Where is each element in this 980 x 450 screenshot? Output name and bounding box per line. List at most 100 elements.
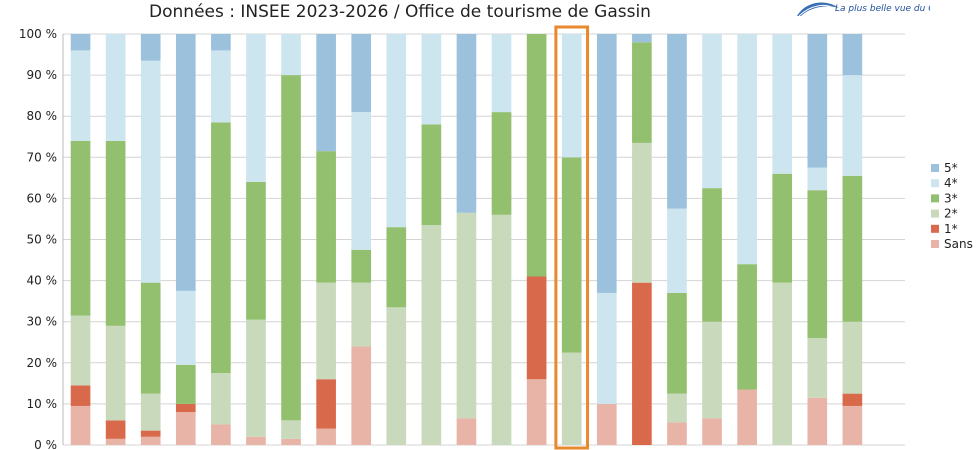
y-tick-label: 100 % — [19, 27, 57, 41]
bar-segment-5star — [456, 34, 477, 213]
legend-label: Sans — [944, 237, 973, 251]
legend-item: 5* — [931, 161, 958, 175]
bar-group — [772, 34, 793, 445]
bar-segment-4star — [70, 50, 91, 141]
bar-segment-3star — [702, 188, 722, 322]
legend-item: 4* — [931, 176, 958, 190]
bar-group — [737, 34, 757, 445]
legend-item: 1* — [931, 222, 958, 236]
bar-segment-3star — [772, 173, 793, 283]
bar-segment-sans — [526, 379, 547, 445]
bar-segment-sans — [211, 424, 231, 445]
bar-segment-3star — [246, 181, 266, 320]
bar-segment-3star — [526, 34, 547, 277]
bar-segment-3star — [281, 75, 301, 421]
bar-segment-sans — [316, 428, 336, 445]
bar-segment-4star — [281, 34, 301, 76]
bar-segment-3star — [842, 175, 863, 322]
bar-segment-2star — [316, 282, 336, 380]
bar-segment-2star — [561, 352, 582, 445]
bar-segment-sans — [702, 418, 722, 445]
bar-segment-2star — [211, 373, 231, 425]
bar-group — [316, 34, 336, 445]
bar-segment-4star — [246, 34, 266, 182]
bar-segment-4star — [667, 208, 687, 293]
bar-segment-5star — [667, 34, 687, 209]
legend-swatch — [931, 179, 939, 188]
bar-segment-5star — [351, 34, 372, 113]
legend-label: 2* — [944, 207, 958, 221]
legend-item: 3* — [931, 191, 958, 205]
bar-segment-3star — [351, 249, 372, 283]
bar-group — [807, 34, 828, 445]
bar-segment-4star — [140, 60, 161, 283]
bar-group — [632, 34, 652, 445]
bar-segment-2star — [140, 393, 161, 431]
bar-group — [526, 34, 547, 445]
highlight-box — [554, 25, 590, 450]
y-tick-label: 20 % — [27, 356, 58, 370]
bar-segment-sans — [456, 418, 477, 445]
bar-segment-sans — [175, 412, 196, 445]
bar-segment-3star — [667, 292, 687, 394]
bar-segment-sans — [842, 405, 863, 445]
bar-segment-1star — [175, 403, 196, 413]
bar-segment-4star — [386, 34, 407, 228]
y-tick-label: 90 % — [27, 68, 58, 82]
bar-segment-5star — [807, 34, 828, 168]
bar-segment-3star — [105, 140, 126, 326]
logo-text: La plus belle vue du Golfe — [835, 4, 930, 14]
y-tick-label: 0 % — [34, 438, 57, 450]
y-tick-label: 70 % — [27, 150, 58, 164]
bar-segment-2star — [632, 142, 652, 283]
bar-segment-5star — [211, 34, 231, 51]
bar-segment-3star — [737, 264, 757, 390]
bar-segment-3star — [632, 42, 652, 143]
bars — [70, 34, 863, 445]
bar-group — [211, 34, 231, 445]
bar-group — [421, 34, 442, 445]
bar-segment-sans — [737, 389, 757, 445]
bar-segment-4star — [561, 34, 582, 158]
bar-segment-sans — [596, 403, 617, 445]
bar-group — [105, 34, 126, 445]
bar-segment-5star — [596, 34, 617, 293]
bar-segment-4star — [105, 34, 126, 141]
bar-segment-sans — [70, 405, 91, 445]
bar-segment-2star — [386, 307, 407, 445]
chart-subtitle: Données : INSEE 2023-2026 / Office de to… — [149, 2, 651, 22]
bar-segment-4star — [351, 112, 372, 250]
legend-label: 1* — [944, 222, 958, 236]
bar-segment-4star — [175, 290, 196, 365]
bar-group — [246, 34, 266, 445]
bar-segment-2star — [842, 321, 863, 394]
bar-segment-5star — [632, 34, 652, 43]
y-tick-label: 50 % — [27, 233, 58, 247]
bar-segment-4star — [807, 167, 828, 191]
bar-segment-3star — [211, 122, 231, 374]
bar-segment-4star — [211, 50, 231, 123]
bar-segment-4star — [491, 34, 512, 113]
bar-segment-3star — [421, 124, 442, 226]
legend-swatch — [931, 224, 939, 233]
bar-segment-1star — [70, 385, 91, 406]
legend: 5*4*3* 2*1*Sans — [931, 161, 973, 251]
highlight-box-rect — [554, 25, 590, 450]
legend-item: Sans — [931, 237, 973, 251]
bar-segment-1star — [105, 420, 126, 439]
legend-swatch — [931, 240, 939, 248]
legend-label: 4* — [944, 176, 958, 190]
bar-segment-2star — [70, 315, 91, 386]
bar-segment-3star — [386, 227, 407, 308]
bar-group — [175, 34, 196, 445]
bar-segment-2star — [281, 420, 301, 439]
bar-segment-sans — [807, 397, 828, 445]
bar-segment-2star — [421, 225, 442, 445]
bar-segment-1star — [632, 282, 652, 445]
bar-group — [70, 34, 91, 445]
bar-segment-3star — [316, 151, 336, 283]
bar-segment-4star — [702, 34, 722, 189]
bar-segment-2star — [772, 282, 793, 445]
bar-segment-3star — [140, 282, 161, 394]
bar-segment-1star — [140, 430, 161, 437]
